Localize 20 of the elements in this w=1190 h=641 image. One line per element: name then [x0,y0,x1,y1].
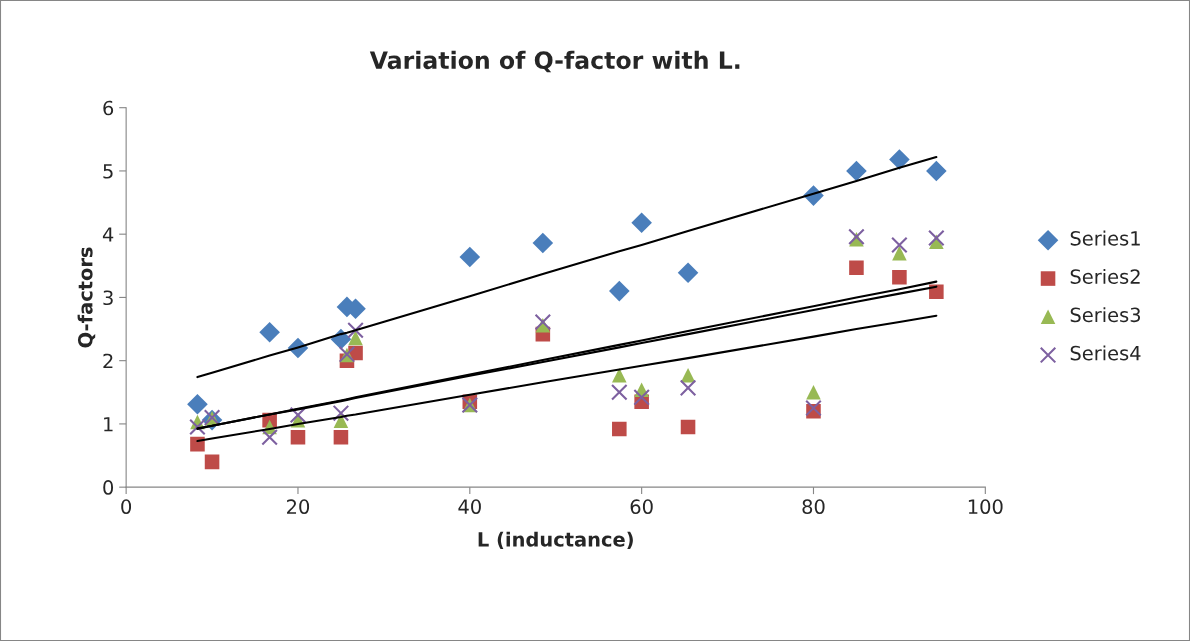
legend-label: Series4 [1070,345,1141,361]
y-tick-label: 4 [102,227,114,242]
x-tick-label: 20 [287,499,310,515]
y-tick-label: 2 [103,353,113,369]
y-tick-label: 6 [103,100,114,116]
x-tick-label: 60 [630,499,653,515]
x-tick-label: 80 [802,499,825,515]
legend-label: Series3 [1070,307,1141,323]
x-tick-label: 100 [968,499,1003,515]
y-tick-label: 1 [104,417,113,432]
x-tick-label: 40 [458,499,481,515]
legend-label: Series1 [1070,230,1140,246]
y-axis-title: Q-factors [77,247,96,348]
y-tick-label: 5 [103,164,113,179]
x-tick-label: 0 [121,499,132,515]
y-tick-label: 3 [103,290,113,306]
x-axis-title: L (inductance) [478,531,633,550]
legend-label: Series2 [1070,268,1140,284]
chart-title: Variation of Q-factor with L. [369,50,740,73]
y-tick-label: 0 [103,480,114,495]
